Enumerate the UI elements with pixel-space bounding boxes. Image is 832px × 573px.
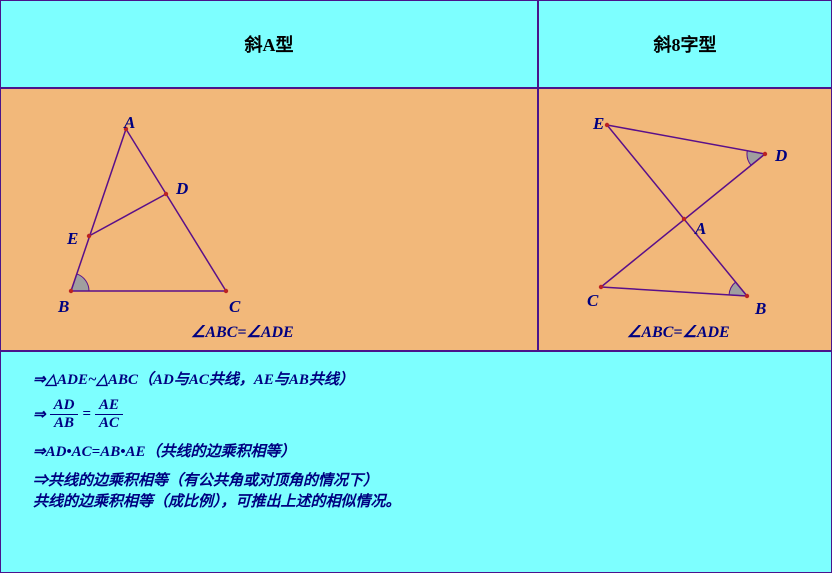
vertex-label-A: A bbox=[695, 219, 706, 239]
segment-CA bbox=[126, 129, 226, 291]
caption-left: ∠ABC=∠ADE bbox=[191, 322, 294, 342]
caption-right: ∠ABC=∠ADE bbox=[627, 322, 730, 342]
vertex-E bbox=[87, 234, 91, 238]
frac-eq: = bbox=[82, 406, 91, 423]
diagram-left: ABCDEABCDE∠ABC=∠ADE bbox=[0, 88, 538, 351]
bottom-panel: ⇒△ADE~△ABC（AD与AC共线，AE与AB共线） ⇒ADAB=AEAC ⇒AD… bbox=[0, 351, 832, 573]
frac-ad-ab: ADAB bbox=[50, 397, 79, 432]
triangle-ade-abc-2 bbox=[251, 99, 531, 319]
diagram-right: A B C D E ∠ABC=∠ADE bbox=[538, 88, 832, 351]
vertex-label-B: B bbox=[58, 297, 69, 317]
vertex-B bbox=[69, 289, 73, 293]
line4: ⇒共线的边乘积相等（有公共角或对顶角的情况下） bbox=[33, 473, 378, 489]
vertex-E bbox=[605, 123, 609, 127]
conclusion-text: ⇒△ADE~△ABC（AD与AC共线，AE与AB共线） ⇒ADAB=AEAC ⇒AD… bbox=[33, 368, 811, 519]
segment-AB bbox=[71, 129, 126, 291]
vertex-label-A: A bbox=[124, 113, 135, 133]
vertex-B bbox=[745, 294, 749, 298]
vertex-C bbox=[224, 289, 228, 293]
vertex-A bbox=[682, 217, 686, 221]
line1: ⇒△ADE~△ABC（AD与AC共线，AE与AB共线） bbox=[33, 372, 354, 388]
vertex-label-E: E bbox=[67, 229, 78, 249]
vertex-label-D: D bbox=[176, 179, 188, 199]
line5: 共线的边乘积相等（成比例），可推出上述的相似情况。 bbox=[33, 494, 401, 510]
header-right-text: 斜8字型 bbox=[654, 31, 717, 57]
segment-EB bbox=[607, 125, 747, 296]
segment-ED bbox=[89, 194, 166, 236]
vertex-C bbox=[599, 285, 603, 289]
line3: ⇒AD•AC=AB•AE（共线的边乘积相等） bbox=[33, 444, 296, 460]
header-left: 斜A型 bbox=[0, 0, 538, 88]
segment-CB bbox=[601, 287, 747, 296]
line2-arrow: ⇒ bbox=[33, 405, 46, 424]
header-left-text: 斜A型 bbox=[245, 31, 294, 57]
vertex-label-D: D bbox=[775, 146, 787, 166]
triangle-ade-abc-1 bbox=[11, 99, 271, 319]
vertex-D bbox=[763, 152, 767, 156]
vertex-D bbox=[164, 192, 168, 196]
vertex-label-C: C bbox=[587, 291, 598, 311]
frac-ae-ac: AEAC bbox=[95, 397, 123, 432]
segment-ED bbox=[607, 125, 765, 154]
vertex-label-C: C bbox=[229, 297, 240, 317]
header-right: 斜8字型 bbox=[538, 0, 832, 88]
vertex-label-B: B bbox=[755, 299, 766, 319]
vertex-label-E: E bbox=[593, 114, 604, 134]
